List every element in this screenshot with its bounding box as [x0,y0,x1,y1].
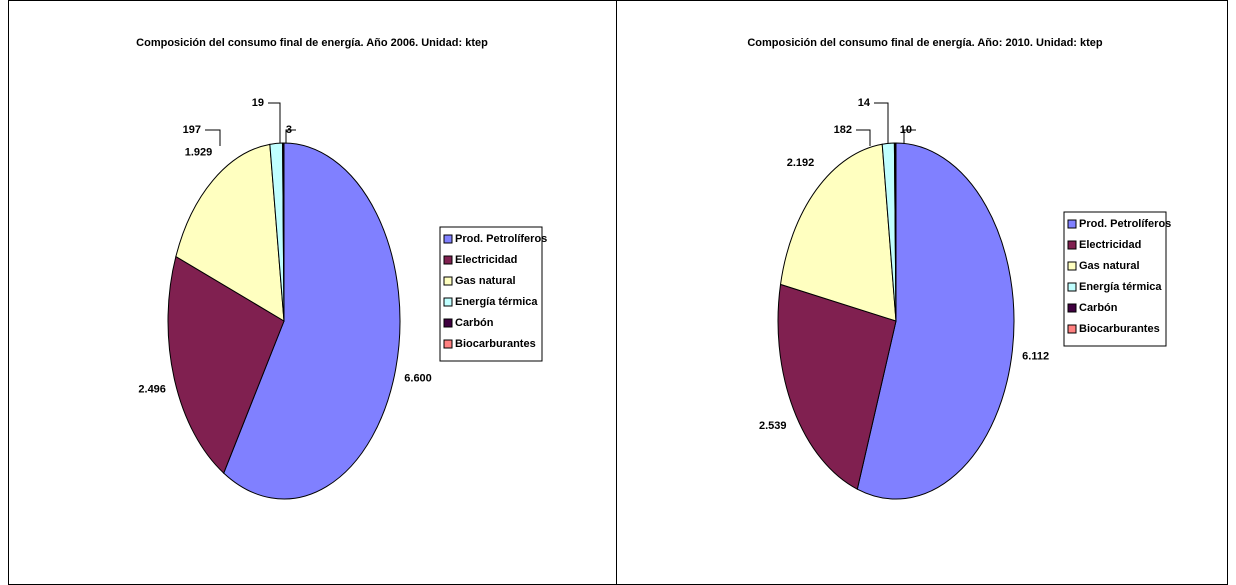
leader-line [856,129,871,146]
data-label: 2.192 [787,157,815,169]
data-label: 14 [858,97,871,109]
legend-label: Prod. Petrolíferos [1079,218,1171,230]
legend-swatch [1067,261,1077,271]
pie-slice [175,143,285,322]
pie-slice [167,255,285,474]
leader-line [268,102,281,143]
data-label: 6.600 [404,373,432,385]
legend-label: Biocarburantes [455,338,536,350]
legend-swatch [443,297,453,307]
chart-title: Composición del consumo final de energía… [136,37,488,49]
legend-swatch [443,339,453,349]
legend-swatch [1067,282,1077,292]
legend-swatch [1067,324,1077,334]
pie-slice [779,143,897,322]
legend-label: Biocarburantes [1079,323,1160,335]
legend-swatch [1067,240,1077,250]
data-label: 19 [252,97,264,109]
legend-swatch [443,276,453,286]
legend-swatch [443,234,453,244]
leader-line [205,129,221,146]
legend-swatch [443,255,453,265]
legend-label: Prod. Petrolíferos [455,233,547,245]
data-label: 197 [183,124,201,136]
legend-label: Electricidad [455,254,517,266]
chart-title: Composición del consumo final de energía… [747,37,1103,49]
data-label: 1.929 [185,146,213,158]
data-label: 2.496 [138,383,166,395]
legend-swatch [1067,303,1077,313]
data-label: 182 [834,124,852,136]
legend-label: Carbón [1079,302,1118,314]
leader-line [903,129,916,143]
legend-label: Gas natural [1079,260,1140,272]
legend-label: Electricidad [1079,239,1141,251]
data-label: 2.539 [759,420,787,432]
legend-swatch [443,318,453,328]
legend-box [439,226,543,362]
legend-swatch [1067,219,1077,229]
leader-line [874,102,889,143]
legend-label: Gas natural [455,275,516,287]
pie-slice [777,283,897,490]
data-label: 6.112 [1022,350,1049,362]
legend-box [1063,211,1167,347]
leader-line [285,129,296,143]
pie-slice [223,142,401,500]
pie-slice [894,142,897,322]
legend-label: Energía térmica [455,296,538,308]
legend-label: Carbón [455,317,494,329]
legend-label: Energía térmica [1079,281,1162,293]
